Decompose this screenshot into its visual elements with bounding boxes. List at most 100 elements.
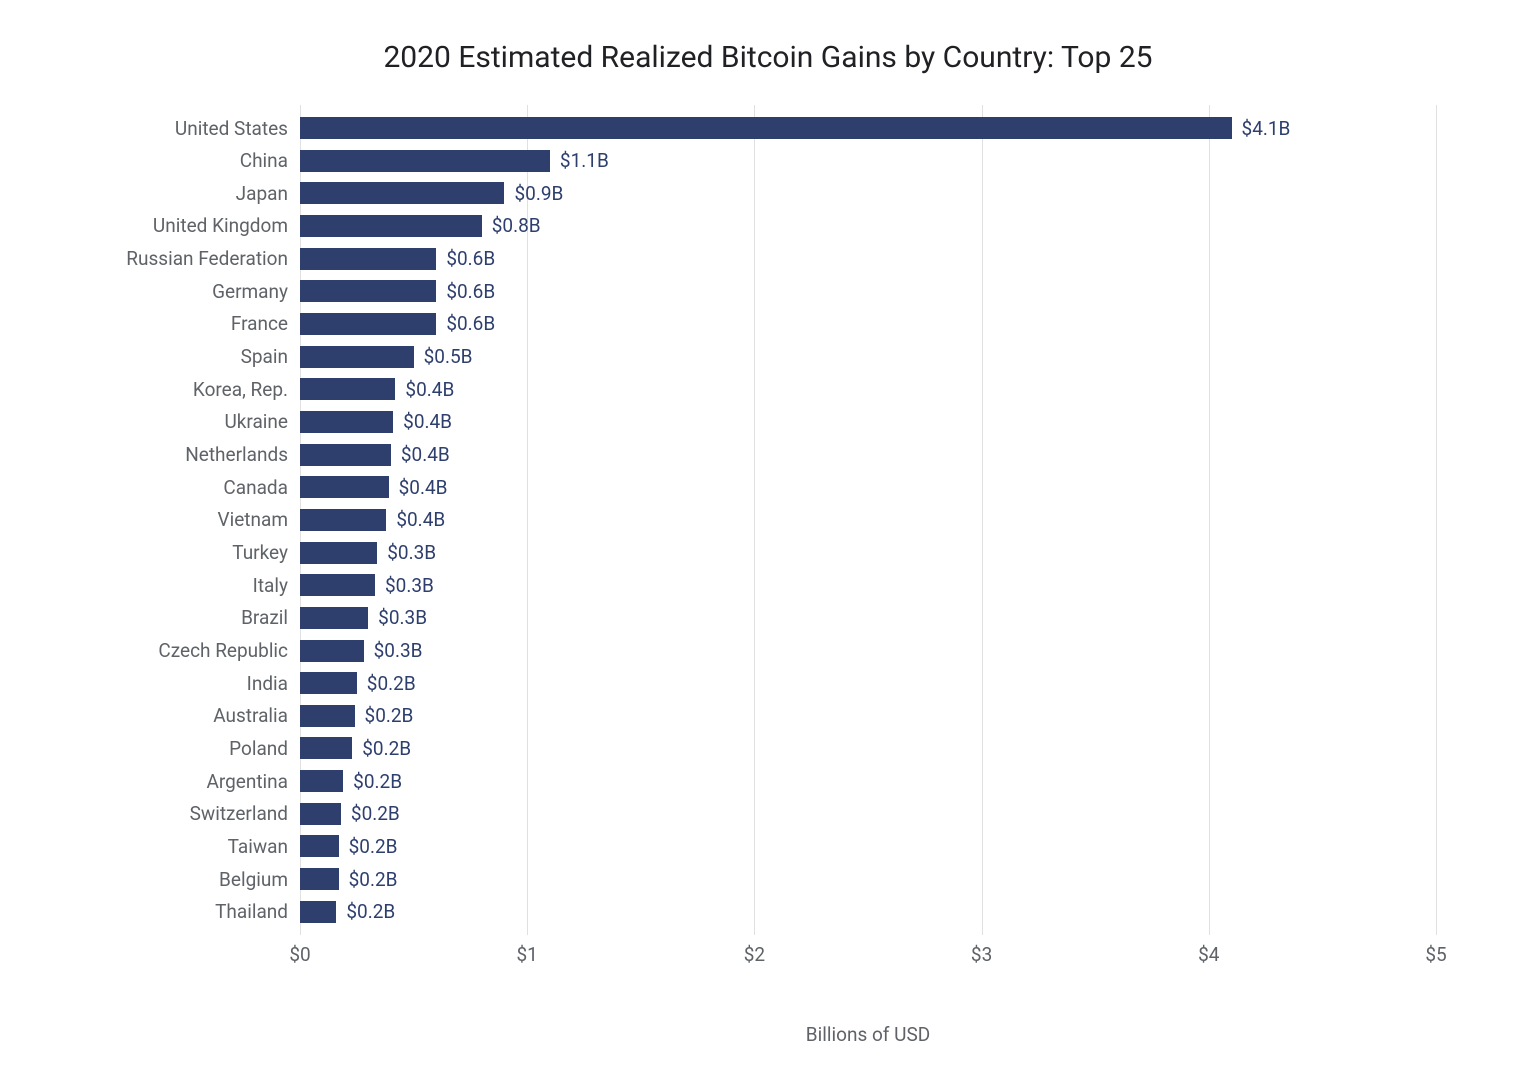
bar-row: Italy$0.3B: [300, 572, 1436, 598]
category-label: Japan: [236, 182, 300, 205]
category-label: Taiwan: [228, 835, 300, 858]
bar-row: Japan$0.9B: [300, 180, 1436, 206]
bar: [300, 117, 1232, 139]
value-label: $0.3B: [364, 639, 423, 662]
bar: [300, 607, 368, 629]
bar: [300, 803, 341, 825]
value-label: $0.2B: [343, 770, 402, 793]
x-axis: $0$1$2$3$4$5: [300, 943, 1436, 983]
bar-row: Vietnam$0.4B: [300, 507, 1436, 533]
bar-row: Australia$0.2B: [300, 703, 1436, 729]
bar-row: Argentina$0.2B: [300, 768, 1436, 794]
bar-row: Germany$0.6B: [300, 278, 1436, 304]
value-label: $0.2B: [355, 704, 414, 727]
category-label: Australia: [213, 704, 300, 727]
category-label: Netherlands: [185, 443, 300, 466]
bar: [300, 378, 395, 400]
x-tick-label: $2: [744, 943, 765, 966]
value-label: $0.2B: [339, 868, 398, 891]
value-label: $0.2B: [352, 737, 411, 760]
value-label: $0.4B: [395, 378, 454, 401]
value-label: $0.9B: [504, 182, 563, 205]
bar-row: United Kingdom$0.8B: [300, 213, 1436, 239]
bar: [300, 248, 436, 270]
category-label: France: [231, 312, 300, 335]
x-tick-label: $4: [1198, 943, 1219, 966]
value-label: $1.1B: [550, 149, 609, 172]
bar: [300, 542, 377, 564]
category-label: Vietnam: [218, 508, 301, 531]
grid-line: [1436, 105, 1437, 935]
chart-title: 2020 Estimated Realized Bitcoin Gains by…: [60, 40, 1476, 75]
value-label: $0.2B: [336, 900, 395, 923]
bar: [300, 150, 550, 172]
value-label: $0.4B: [391, 443, 450, 466]
category-label: Argentina: [206, 770, 300, 793]
bar-row: Belgium$0.2B: [300, 866, 1436, 892]
value-label: $0.8B: [482, 214, 541, 237]
category-label: Canada: [223, 476, 300, 499]
bar-row: India$0.2B: [300, 670, 1436, 696]
x-tick-label: $0: [289, 943, 310, 966]
category-label: Belgium: [219, 868, 300, 891]
bar-row: Ukraine$0.4B: [300, 409, 1436, 435]
bar-row: Czech Republic$0.3B: [300, 638, 1436, 664]
bar-row: China$1.1B: [300, 148, 1436, 174]
category-label: Switzerland: [190, 802, 300, 825]
bar-row: United States$4.1B: [300, 115, 1436, 141]
category-label: India: [247, 672, 300, 695]
bar-row: Thailand$0.2B: [300, 899, 1436, 925]
value-label: $0.4B: [389, 476, 448, 499]
bar-row: Korea, Rep.$0.4B: [300, 376, 1436, 402]
bar: [300, 444, 391, 466]
value-label: $0.3B: [375, 574, 434, 597]
value-label: $0.2B: [339, 835, 398, 858]
category-label: Korea, Rep.: [193, 378, 300, 401]
bar: [300, 868, 339, 890]
value-label: $0.3B: [368, 606, 427, 629]
bar: [300, 901, 336, 923]
x-tick-label: $3: [971, 943, 992, 966]
category-label: Germany: [212, 280, 300, 303]
bar: [300, 770, 343, 792]
value-label: $0.6B: [436, 312, 495, 335]
bar: [300, 737, 352, 759]
bar: [300, 640, 364, 662]
category-label: Ukraine: [224, 410, 300, 433]
bar: [300, 509, 386, 531]
bar: [300, 346, 414, 368]
bar-row: Netherlands$0.4B: [300, 442, 1436, 468]
value-label: $0.2B: [341, 802, 400, 825]
bar-row: France$0.6B: [300, 311, 1436, 337]
bar-row: Canada$0.4B: [300, 474, 1436, 500]
bar-row: Poland$0.2B: [300, 735, 1436, 761]
bar-row: Brazil$0.3B: [300, 605, 1436, 631]
bar-row: Russian Federation$0.6B: [300, 246, 1436, 272]
bar: [300, 182, 504, 204]
category-label: Thailand: [215, 900, 300, 923]
category-label: United Kingdom: [153, 214, 300, 237]
value-label: $0.3B: [377, 541, 436, 564]
category-label: Poland: [229, 737, 300, 760]
chart-container: 2020 Estimated Realized Bitcoin Gains by…: [60, 40, 1476, 1064]
bar: [300, 835, 339, 857]
bar: [300, 574, 375, 596]
value-label: $0.4B: [393, 410, 452, 433]
value-label: $0.4B: [386, 508, 445, 531]
bar: [300, 313, 436, 335]
x-axis-label: Billions of USD: [300, 1023, 1436, 1046]
category-label: United States: [175, 117, 300, 140]
bar: [300, 280, 436, 302]
value-label: $0.2B: [357, 672, 416, 695]
category-label: China: [240, 149, 300, 172]
bars-group: United States$4.1B China$1.1B Japan$0.9B Un…: [300, 115, 1436, 925]
category-label: Russian Federation: [126, 247, 300, 270]
category-label: Brazil: [241, 606, 300, 629]
bar-row: Taiwan$0.2B: [300, 833, 1436, 859]
bar: [300, 411, 393, 433]
x-tick-label: $1: [517, 943, 538, 966]
bar-row: Switzerland$0.2B: [300, 801, 1436, 827]
bar: [300, 476, 389, 498]
category-label: Spain: [241, 345, 300, 368]
x-tick-label: $5: [1425, 943, 1446, 966]
